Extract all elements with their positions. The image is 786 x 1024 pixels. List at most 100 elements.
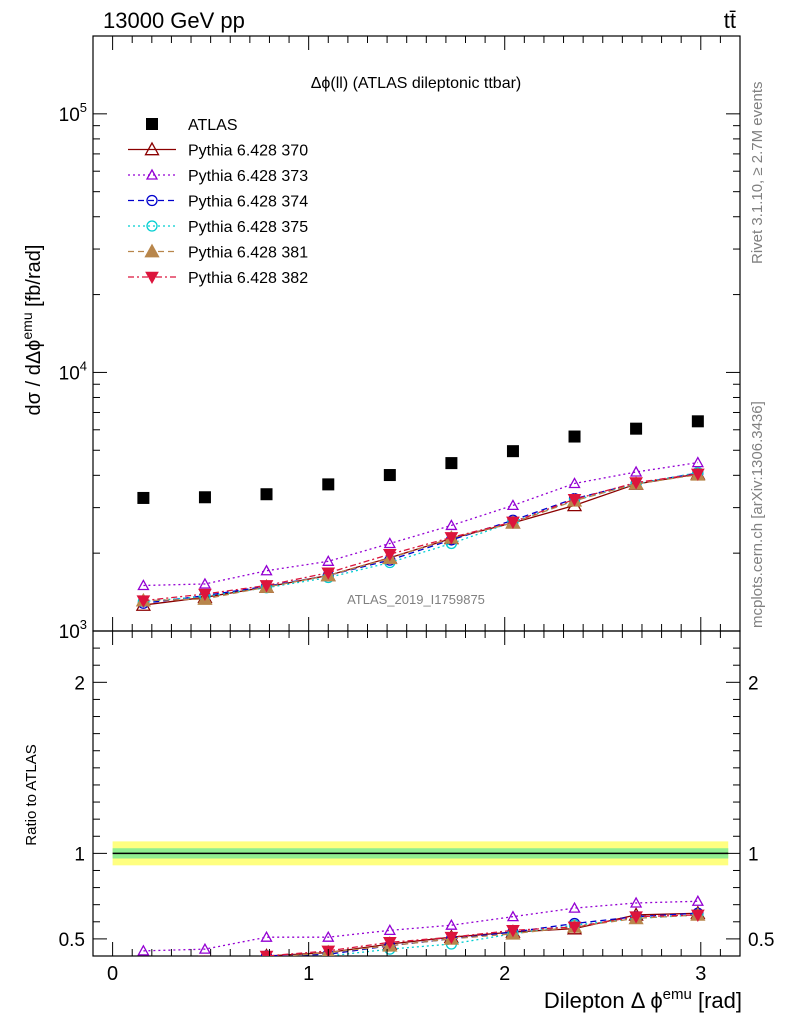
legend-label: Pythia 6.428 374	[188, 194, 308, 211]
legend-label: Pythia 6.428 373	[188, 168, 308, 185]
ratio-point	[322, 930, 335, 942]
ratio-point	[198, 958, 211, 970]
ratio-point	[137, 967, 150, 979]
legend-label: ATLAS	[188, 117, 238, 134]
data-point	[568, 430, 581, 443]
x-tick-label: 3	[695, 963, 706, 985]
data-point	[629, 477, 643, 490]
series-381	[135, 466, 706, 607]
x-axis-label: Dilepton Δ ϕemu [rad]	[544, 986, 742, 1013]
x-tick-label: 1	[303, 963, 314, 985]
rivet-label: Rivet 3.1.10, ≥ 2.7M events	[749, 82, 766, 265]
main-data-group	[135, 415, 706, 611]
data-point	[198, 588, 212, 602]
series-line	[143, 471, 698, 603]
series-373	[137, 456, 704, 591]
data-point	[137, 491, 150, 504]
ratio-point	[506, 925, 520, 938]
ratio-point	[200, 958, 210, 968]
ratio-series-375	[138, 909, 704, 980]
data-point	[136, 595, 151, 608]
y-tick-label: 105	[59, 100, 87, 126]
y-tick-label: 103	[59, 617, 87, 643]
ratio-point	[260, 930, 273, 942]
data-point	[321, 567, 336, 580]
data-point	[137, 579, 150, 591]
ratio-point	[568, 901, 581, 913]
legend-marker	[146, 118, 158, 130]
legend: ATLAS Pythia 6.428 370 Pythia 6.428 373 Pyt…	[128, 117, 308, 287]
data-point	[567, 494, 582, 507]
data-point	[630, 422, 643, 435]
data-point	[322, 478, 335, 491]
ratio-line	[279, 914, 698, 956]
legend-marker	[146, 220, 158, 232]
legend-label: Pythia 6.428 370	[188, 143, 308, 160]
ratio-point	[506, 910, 520, 922]
ratio-point	[137, 960, 150, 972]
legend-item: Pythia 6.428 375	[128, 219, 308, 236]
mcplots-label: mcplots.cern.ch [arXiv:1306.3436]	[749, 401, 766, 628]
ratio-y-tick-label: 2	[748, 673, 759, 694]
data-point	[322, 554, 335, 566]
ratio-line	[143, 900, 698, 952]
data-point	[445, 519, 458, 531]
ratio-line	[260, 912, 698, 956]
ratio-line	[258, 914, 698, 956]
legend-item: ATLAS	[146, 117, 238, 134]
legend-item: Pythia 6.428 370	[128, 141, 308, 160]
watermark: ATLAS_2019_I1759875	[347, 592, 485, 607]
ratio-line	[316, 914, 698, 956]
legend-item: Pythia 6.428 374	[128, 194, 308, 211]
series-line	[143, 473, 698, 602]
ratio-frame	[92, 630, 741, 957]
data-point	[506, 499, 520, 511]
header-process: tt̄	[724, 8, 736, 33]
ratio-point	[137, 967, 149, 978]
ratio-point	[200, 961, 210, 971]
series-382	[136, 468, 705, 608]
ratio-point	[690, 909, 705, 922]
ratio-y-tick-label: 1	[748, 844, 759, 865]
data-point	[383, 537, 396, 549]
series-374	[137, 467, 704, 609]
ratio-point	[444, 931, 459, 945]
series-line	[143, 474, 698, 602]
ratio-point	[138, 966, 148, 976]
data-point	[506, 516, 520, 530]
data-point	[198, 577, 212, 589]
ratio-data-group	[137, 894, 706, 980]
legend-label: Pythia 6.428 382	[188, 270, 308, 287]
ratio-point	[204, 955, 206, 956]
data-point	[260, 564, 273, 576]
series-line	[143, 472, 698, 604]
legend-marker	[145, 271, 159, 285]
ratio-point	[383, 924, 396, 935]
series-line	[143, 461, 698, 587]
y-tick-label: 104	[59, 358, 87, 384]
data-point	[259, 580, 274, 593]
legend-marker	[145, 168, 159, 180]
legend-item: Pythia 6.428 373	[128, 168, 308, 185]
ratio-series-370	[137, 905, 706, 979]
ratio-series-382	[137, 909, 705, 978]
x-tick-label: 0	[107, 963, 118, 985]
legend-marker	[144, 243, 160, 258]
data-point	[383, 469, 396, 482]
ratio-point	[138, 970, 148, 980]
data-point	[444, 532, 459, 545]
ratio-point	[445, 918, 458, 930]
data-point	[691, 456, 704, 468]
series-atlas	[137, 415, 704, 504]
main-panel: Δϕ(ll) (ATLAS dileptonic ttbar) ATLAS_20…	[59, 35, 741, 643]
y-axis-label: dσ / dΔϕemu [fb/rad]	[19, 245, 45, 416]
ratio-y-axis-label: Ratio to ATLAS	[23, 744, 40, 845]
ratio-line	[260, 912, 698, 956]
data-point	[445, 457, 458, 470]
ratio-y-tick-label: 0.5	[59, 930, 85, 951]
ratio-point	[629, 896, 643, 908]
data-point	[506, 445, 519, 458]
ratio-point	[567, 921, 582, 934]
ratio-panel: 0.5 0.5 1 1 2 2	[59, 630, 774, 980]
